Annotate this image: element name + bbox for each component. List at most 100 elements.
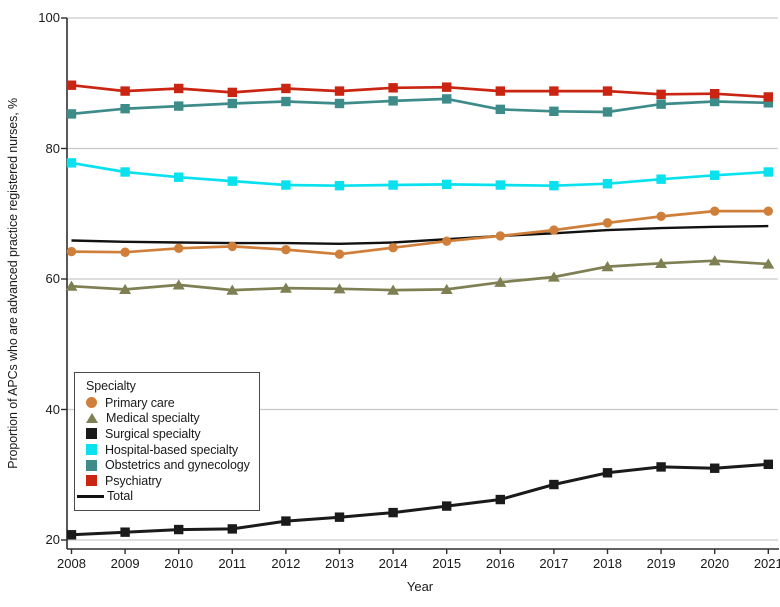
legend-title: Specialty [86,379,136,393]
x-tick-label: 2011 [218,556,247,571]
data-point [442,236,452,246]
data-point [334,98,345,109]
x-tick-label: 2012 [271,556,301,571]
data-point [65,280,78,291]
data-point [120,527,130,537]
legend-line-swatch-icon [77,495,104,498]
data-point [656,89,666,100]
x-tick-label: 2015 [432,556,462,571]
data-point [495,180,505,190]
legend-square-swatch-icon [86,475,97,487]
data-point [227,524,237,534]
legend-item: Hospital-based specialty [86,442,255,458]
data-point [66,109,77,119]
data-point [602,107,613,117]
data-point [226,284,239,295]
data-point [281,244,291,255]
data-point [66,530,77,540]
x-tick-label: 2016 [485,556,515,571]
data-point [763,167,773,177]
legend-item-label: Obstetrics and gynecology [105,458,250,473]
x-tick-label: 2019 [646,556,676,571]
data-point [602,86,613,96]
data-point [710,170,720,180]
data-point [602,179,613,189]
data-point [281,83,291,94]
data-point [710,463,720,473]
series-line-psychiatry [71,83,769,99]
series-line-total [71,224,769,245]
data-point [602,468,613,478]
data-point [387,284,400,295]
data-point [334,86,345,96]
data-point [710,88,720,99]
data-point [227,241,237,252]
data-point [281,96,291,107]
y-axis-title: Proportion of APCs who are advanced prac… [6,98,20,469]
x-tick-label: 2017 [539,556,569,571]
legend-item-label: Total [107,489,133,504]
data-point [763,98,773,108]
series-line-obstetrics-and-gynecology [71,97,769,116]
data-point [388,242,398,253]
data-point [174,101,184,111]
legend-item-label: Surgical specialty [105,426,201,441]
y-axis-title-wrap: Proportion of APCs who are advanced prac… [4,18,22,549]
x-tick-label: 2009 [110,556,140,571]
data-point [442,501,452,511]
data-point [279,282,292,293]
data-point [656,174,666,184]
data-point [388,83,398,93]
data-point [549,180,559,191]
legend-item: Medical specialty [86,411,255,427]
data-point [120,247,130,257]
data-point [120,167,130,177]
data-point [174,172,184,182]
data-point [120,103,130,114]
series-line-medical-specialty [71,259,769,292]
data-point [227,176,237,186]
data-point [174,83,184,94]
data-point [172,279,185,290]
data-point [174,524,184,535]
data-point [762,258,775,269]
x-tick-label: 2014 [378,556,408,571]
data-point [442,179,452,190]
data-point [281,180,291,190]
data-point [549,86,559,96]
legend-square-swatch-icon [86,459,97,471]
data-point [655,257,668,268]
data-point [763,92,773,102]
data-point [227,98,237,109]
data-point [66,80,77,90]
legend-circle-swatch-icon [86,397,97,409]
data-point [763,206,773,216]
data-point [656,99,666,109]
data-point [549,225,559,235]
legend-item: Psychiatry [86,473,255,489]
data-point [710,206,720,216]
legend-item-label: Primary care [105,395,175,410]
data-point [495,231,505,241]
data-point [440,283,453,295]
x-tick-label: 2021 [753,556,780,571]
data-point [119,283,132,295]
y-tick-label: 40 [45,401,60,417]
data-point [227,87,237,98]
data-point [281,516,291,526]
y-tick-label: 80 [45,140,60,156]
data-point [656,462,666,472]
data-point [549,479,559,490]
data-point [333,283,346,294]
data-point [442,94,452,104]
x-tick-label: 2018 [593,556,622,571]
data-point [602,218,613,228]
data-point [763,459,773,470]
data-point [174,243,184,254]
x-axis-title: Year [406,579,434,594]
legend-item: Obstetrics and gynecology [86,457,255,473]
x-tick-label: 2013 [325,556,354,571]
x-tick-label: 2008 [57,556,86,571]
